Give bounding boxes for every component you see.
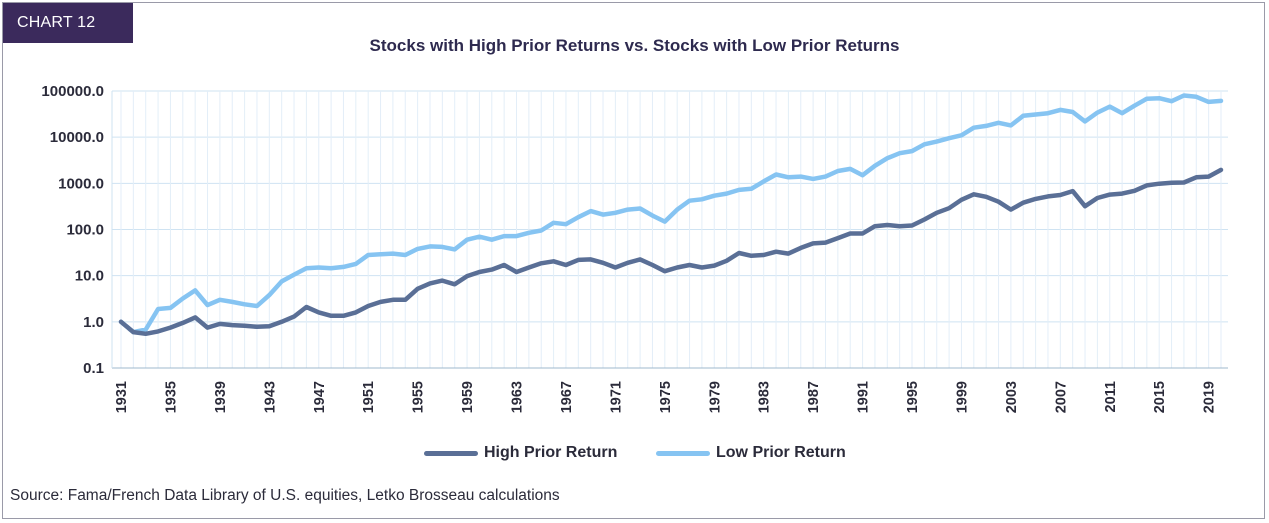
x-tick-label: 2015: [1152, 381, 1168, 413]
x-tick-label: 1951: [361, 381, 377, 413]
y-tick-label: 10.0: [75, 268, 104, 285]
x-tick-label: 1967: [559, 381, 575, 413]
legend-swatch-low-prior-return: [656, 450, 710, 456]
x-axis-tick-labels: 1931 1935 1939 1943 1947 1951 1955 1959 1963 1967…: [114, 381, 1218, 413]
x-tick-label: 1943: [262, 381, 278, 413]
x-tick-label: 2003: [1004, 381, 1020, 413]
x-tick-label: 1991: [856, 381, 872, 413]
chart-grid: [112, 90, 1228, 369]
x-tick-label: 1995: [905, 381, 921, 413]
x-tick-label: 2019: [1202, 381, 1218, 413]
source-note: Source: Fama/French Data Library of U.S.…: [10, 487, 560, 504]
x-tick-label: 1971: [608, 381, 624, 413]
x-tick-label: 2011: [1103, 381, 1119, 412]
x-tick-label: 1935: [163, 381, 179, 413]
x-tick-label: 1983: [757, 381, 773, 413]
x-tick-label: 1999: [954, 381, 970, 413]
x-tick-label: 1939: [213, 381, 229, 413]
x-tick-label: 1955: [411, 381, 427, 413]
x-tick-label: 1975: [658, 381, 674, 413]
legend-label-low-prior-return: Low Prior Return: [716, 444, 846, 461]
chart-number-badge: CHART 12: [3, 3, 133, 43]
y-tick-label: 10000.0: [50, 129, 104, 146]
x-tick-label: 1931: [114, 381, 130, 413]
chart-title: Stocks with High Prior Returns vs. Stock…: [369, 36, 900, 55]
y-tick-label: 100000.0: [41, 83, 104, 100]
y-tick-label: 0.1: [83, 360, 104, 377]
legend-swatch-high-prior-return: [424, 450, 478, 456]
x-tick-label: 1963: [510, 381, 526, 413]
x-tick-label: 1979: [707, 381, 723, 413]
chart-axes: [111, 91, 1228, 369]
legend-item-high-prior-return: High Prior Return: [424, 442, 617, 464]
series-line-high-prior-return: [118, 167, 1224, 337]
chart-legend: High Prior Return Low Prior Return: [0, 442, 1269, 464]
series-line-low-prior-return: [118, 93, 1224, 335]
x-tick-label: 1947: [312, 381, 328, 413]
legend-label-high-prior-return: High Prior Return: [484, 444, 618, 461]
chart-series: [118, 93, 1224, 337]
y-axis-tick-labels: 100000.0 10000.0 1000.0 100.0 10.0 1.0 0.1: [41, 83, 104, 377]
y-tick-label: 100.0: [66, 222, 104, 239]
x-tick-label: 1987: [806, 381, 822, 413]
x-tick-label: 2007: [1053, 381, 1069, 413]
y-tick-label: 1000.0: [58, 175, 104, 192]
y-tick-label: 1.0: [83, 314, 104, 331]
legend-item-low-prior-return: Low Prior Return: [656, 442, 846, 464]
x-tick-label: 1959: [460, 381, 476, 413]
